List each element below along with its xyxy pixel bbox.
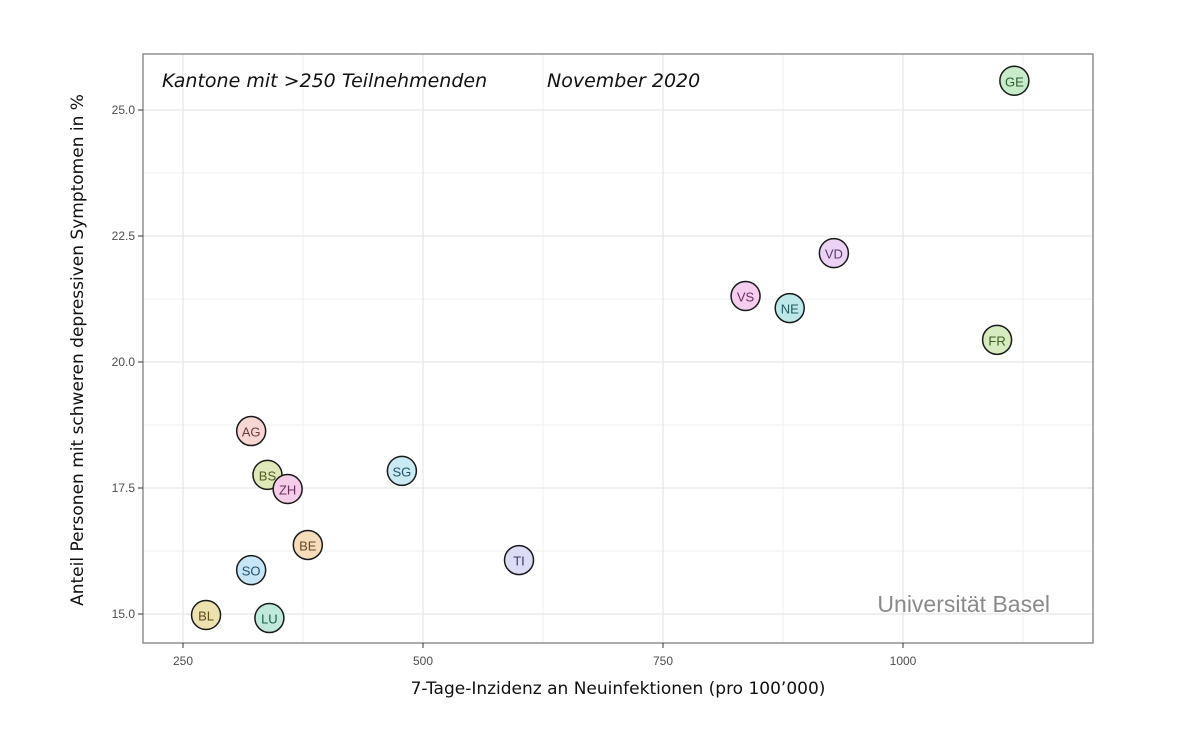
- point-marker: [981, 324, 1013, 356]
- point-marker: [386, 455, 418, 487]
- point-label: VD: [825, 247, 843, 262]
- watermark-university: Universität Basel: [877, 591, 1050, 617]
- point-label: ZH: [279, 483, 296, 498]
- point-marker: [999, 65, 1030, 97]
- point-marker: [235, 554, 267, 586]
- point-label: VS: [737, 289, 755, 304]
- data-point-vd: VD: [818, 237, 850, 269]
- x-tick-label: 750: [653, 654, 673, 668]
- data-point-lu: LU: [254, 602, 285, 634]
- point-marker: [730, 280, 761, 312]
- y-tick-label: 17.5: [112, 481, 136, 495]
- data-point-so: SO: [235, 554, 267, 586]
- x-tick-label: 250: [173, 654, 193, 668]
- data-point-fr: FR: [981, 324, 1013, 356]
- data-point-ge: GE: [999, 65, 1030, 97]
- point-label: SG: [392, 464, 411, 479]
- point-label: LU: [261, 612, 278, 627]
- point-label: BS: [259, 468, 277, 483]
- point-label: BE: [299, 538, 317, 553]
- data-point-ag: AG: [235, 415, 267, 447]
- y-tick-label: 25.0: [112, 103, 136, 117]
- y-tick-label: 15.0: [112, 607, 136, 621]
- point-marker: [774, 292, 805, 324]
- plot-panel-border: [142, 53, 1094, 644]
- point-marker: [235, 415, 267, 447]
- y-axis: 15.0 17.5 20.0 22.5 25.0: [112, 103, 143, 621]
- point-label: SO: [242, 564, 261, 579]
- x-axis: 250 500 750 1000: [173, 643, 917, 668]
- point-label: FR: [988, 333, 1005, 348]
- point-marker: [254, 602, 285, 634]
- data-point-ne: NE: [774, 292, 805, 324]
- x-tick-label: 1000: [890, 654, 917, 668]
- y-axis-title: Anteil Personen mit schweren depressiven…: [68, 94, 88, 606]
- annotation-date: November 2020: [547, 70, 700, 92]
- x-axis-title: 7-Tage-Inzidenz an Neuinfektionen (pro 1…: [411, 679, 826, 699]
- point-marker: [190, 599, 222, 631]
- data-point-vs: VS: [730, 280, 761, 312]
- data-point-ti: TI: [503, 544, 535, 576]
- grid-lines: [143, 54, 1093, 643]
- point-label: AG: [242, 425, 261, 440]
- x-tick-label: 500: [413, 654, 433, 668]
- point-marker: [503, 544, 535, 576]
- data-point-bl: BL: [190, 599, 222, 631]
- point-marker: [818, 237, 850, 269]
- point-label: NE: [781, 302, 799, 317]
- plot-panel-background: [143, 54, 1093, 643]
- y-tick-label: 20.0: [112, 355, 136, 369]
- data-point-sg: SG: [386, 455, 418, 487]
- point-marker: [272, 473, 303, 505]
- point-label: GE: [1005, 74, 1024, 89]
- point-label: BL: [198, 609, 214, 624]
- annotation-cantons: Kantone mit >250 Teilnehmenden: [162, 70, 487, 92]
- point-label: TI: [513, 554, 525, 569]
- data-point-be: BE: [292, 529, 324, 561]
- y-tick-label: 22.5: [112, 229, 136, 243]
- data-point-zh: ZH: [272, 473, 303, 505]
- point-marker: [292, 529, 324, 561]
